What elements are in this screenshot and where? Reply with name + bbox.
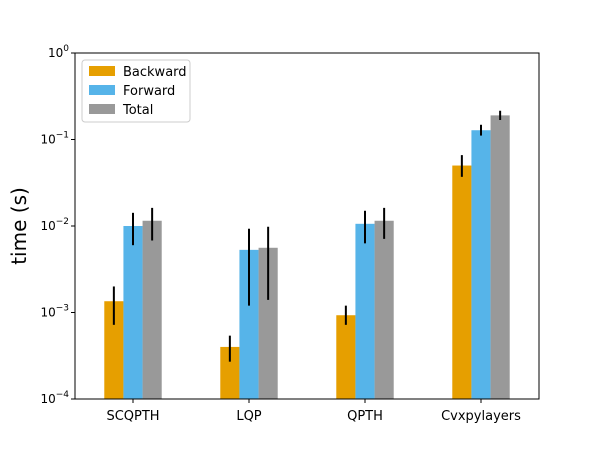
y-tick-label: 10−3: [40, 304, 69, 320]
x-tick-label: Cvxpylayers: [441, 409, 521, 424]
bar-backward-lqp: [220, 346, 240, 399]
bar-backward-cvxpylayers: [452, 165, 472, 399]
bar-total-cvxpylayers: [490, 115, 510, 399]
error-bars-layer: [112, 110, 502, 362]
legend: Backward Forward Total: [81, 59, 191, 123]
bar-backward-scqpth: [104, 301, 124, 399]
y-tick-label: 100: [48, 44, 69, 60]
bar-total-scqpth: [142, 220, 162, 399]
bars-layer: [104, 115, 510, 400]
legend-label-backward: Backward: [123, 65, 187, 80]
bar-backward-qpth: [336, 315, 356, 399]
y-tick-label: 10−2: [40, 217, 69, 233]
legend-swatch-backward: [89, 66, 115, 76]
x-tick-label: LQP: [236, 409, 261, 424]
y-axis-ticks: 10−4 10−3 10−2 10−1 100: [40, 44, 75, 406]
bar-forward-qpth: [355, 223, 375, 399]
x-tick-label: SCQPTH: [106, 409, 159, 424]
legend-label-total: Total: [122, 103, 153, 118]
legend-label-forward: Forward: [123, 84, 175, 99]
bar-forward-scqpth: [123, 226, 143, 399]
legend-swatch-forward: [89, 85, 115, 95]
y-tick-label: 10−1: [40, 131, 69, 147]
x-axis-ticks: SCQPTH LQP QPTH Cvxpylayers: [106, 399, 521, 424]
y-tick-label: 10−4: [40, 390, 69, 406]
legend-swatch-total: [89, 104, 115, 114]
bar-forward-cvxpylayers: [471, 130, 491, 400]
y-axis-label: time (s): [7, 187, 31, 265]
x-tick-label: QPTH: [347, 409, 383, 424]
bar-total-qpth: [374, 220, 394, 399]
bar-forward-lqp: [239, 249, 259, 399]
bar-total-lqp: [258, 247, 278, 399]
